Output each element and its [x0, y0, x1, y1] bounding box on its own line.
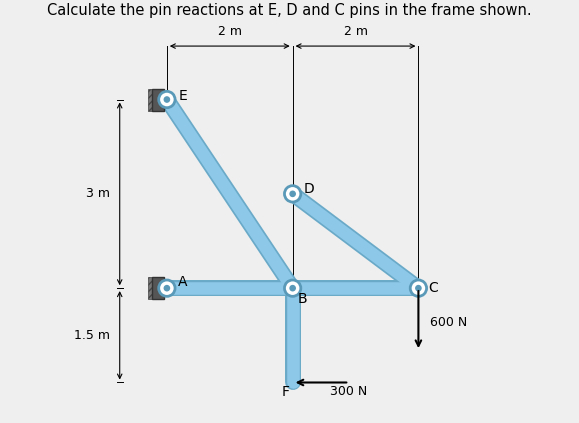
- Circle shape: [290, 191, 295, 196]
- Text: 1.5 m: 1.5 m: [74, 329, 110, 342]
- Text: 3 m: 3 m: [86, 187, 110, 201]
- Text: Calculate the pin reactions at E, D and C pins in the frame shown.: Calculate the pin reactions at E, D and …: [47, 3, 532, 18]
- Text: 600 N: 600 N: [430, 316, 467, 329]
- Text: F: F: [281, 385, 290, 399]
- Circle shape: [411, 280, 427, 297]
- Circle shape: [159, 280, 175, 297]
- Text: E: E: [178, 89, 187, 103]
- Text: 2 m: 2 m: [218, 25, 242, 38]
- Circle shape: [416, 286, 421, 291]
- Text: D: D: [304, 182, 315, 196]
- Text: C: C: [428, 281, 438, 295]
- Circle shape: [159, 91, 175, 108]
- Circle shape: [164, 286, 170, 291]
- Circle shape: [284, 280, 301, 297]
- Circle shape: [164, 97, 170, 102]
- Circle shape: [284, 186, 301, 202]
- Text: 300 N: 300 N: [331, 385, 368, 398]
- Bar: [152, 88, 164, 110]
- Text: 2 m: 2 m: [343, 25, 368, 38]
- Circle shape: [290, 286, 295, 291]
- Bar: [148, 88, 153, 110]
- Text: B: B: [298, 292, 307, 307]
- Bar: [148, 277, 153, 299]
- Text: A: A: [178, 275, 188, 289]
- Bar: [152, 277, 164, 299]
